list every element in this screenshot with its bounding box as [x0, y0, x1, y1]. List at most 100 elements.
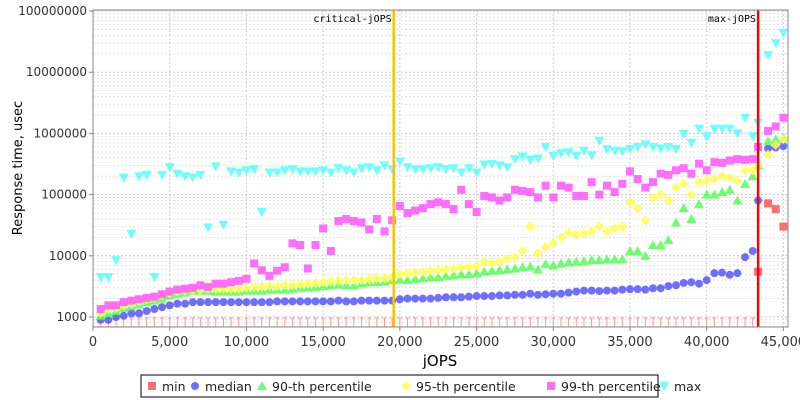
data-point — [733, 269, 742, 278]
data-point — [532, 154, 543, 164]
data-point — [655, 189, 666, 200]
data-point — [242, 274, 251, 283]
data-point — [764, 144, 773, 153]
data-point — [525, 221, 536, 232]
data-point — [418, 294, 427, 303]
data-point — [587, 178, 596, 187]
data-point — [371, 273, 382, 284]
data-point — [234, 276, 243, 285]
data-point — [678, 178, 689, 189]
y-axis: 1000 10000 100000 1000000 10000000 100000000 — [18, 4, 93, 324]
data-point — [724, 184, 735, 194]
series-99-th-percentile — [96, 113, 788, 314]
data-point — [602, 286, 611, 295]
data-point — [348, 275, 359, 286]
data-point — [287, 280, 298, 291]
data-point — [165, 287, 174, 296]
data-point — [434, 198, 443, 207]
data-point — [586, 255, 597, 265]
data-point — [625, 167, 634, 176]
data-point — [181, 284, 190, 293]
data-point — [617, 221, 628, 232]
data-point — [449, 293, 458, 302]
data-point — [678, 129, 689, 139]
data-point — [104, 315, 113, 324]
legend-box — [140, 374, 659, 398]
data-point — [724, 124, 735, 134]
data-point — [211, 298, 220, 307]
data-point — [434, 293, 443, 302]
data-point — [710, 269, 719, 278]
data-point — [218, 220, 229, 230]
data-point — [763, 136, 774, 146]
data-point — [273, 297, 282, 306]
data-point — [448, 270, 459, 280]
data-point — [96, 305, 105, 314]
x-tick-label: 45,000 — [761, 335, 800, 350]
data-point — [586, 226, 597, 237]
data-point — [410, 273, 421, 283]
data-point — [632, 142, 643, 152]
data-point — [472, 207, 481, 216]
data-point — [579, 191, 588, 200]
data-point — [463, 261, 474, 272]
data-point — [486, 258, 497, 269]
data-point — [295, 167, 306, 177]
data-point — [510, 185, 519, 194]
legend-marker-max — [659, 382, 669, 391]
data-point — [219, 298, 228, 307]
data-point — [518, 290, 527, 299]
y-tick-label: 1000 — [56, 310, 87, 324]
data-point — [695, 279, 704, 288]
data-point — [672, 281, 681, 290]
data-point — [686, 189, 697, 200]
data-point — [748, 246, 757, 255]
data-point — [717, 187, 728, 197]
data-point — [379, 273, 390, 284]
x-tick-label: 10,000 — [224, 335, 270, 350]
data-point — [479, 160, 490, 170]
data-point — [394, 157, 405, 167]
data-point — [134, 172, 145, 182]
data-point — [448, 263, 459, 274]
data-point — [609, 223, 620, 234]
data-point — [456, 262, 467, 273]
data-point — [579, 286, 588, 295]
data-point — [372, 296, 381, 305]
data-point — [112, 301, 121, 310]
data-point — [402, 268, 413, 279]
data-point — [226, 167, 237, 177]
data-point — [503, 291, 512, 300]
data-point — [610, 188, 619, 197]
data-point — [609, 146, 620, 156]
data-point — [210, 162, 221, 172]
data-point — [342, 297, 351, 306]
data-point — [555, 148, 566, 158]
data-point — [141, 170, 152, 180]
y-tick-label: 1000000 — [34, 126, 87, 140]
data-point — [770, 139, 781, 150]
data-point — [778, 134, 789, 145]
data-point — [732, 195, 743, 205]
data-point — [411, 206, 420, 215]
annotations: critical-jOPS max-jOPS — [313, 10, 760, 327]
series-median — [96, 142, 788, 324]
data-point — [687, 169, 696, 178]
data-point — [548, 151, 559, 161]
data-point — [556, 289, 565, 298]
data-point — [625, 285, 634, 294]
data-point — [233, 283, 244, 294]
data-point — [249, 281, 260, 292]
data-point — [403, 209, 412, 218]
data-point — [647, 240, 658, 250]
data-point — [104, 301, 113, 310]
data-point — [671, 182, 682, 193]
legend: min median 90-th percentile 95-th percentil… — [140, 374, 701, 398]
data-point — [517, 245, 528, 256]
data-point — [357, 218, 366, 227]
data-point — [119, 298, 128, 307]
data-point — [135, 295, 144, 304]
data-point — [763, 51, 774, 61]
data-point — [740, 165, 751, 176]
x-tick-label: 5,000 — [151, 335, 188, 350]
